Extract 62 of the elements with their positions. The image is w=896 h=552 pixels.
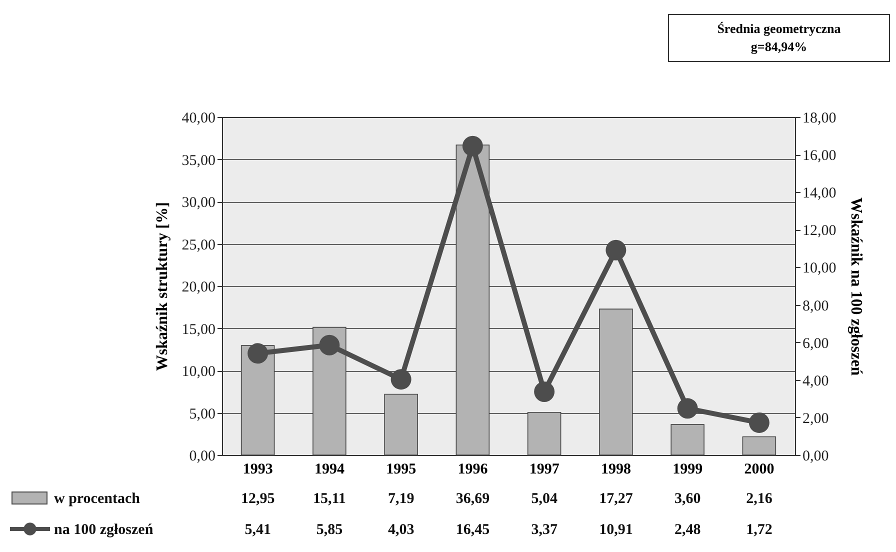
data-label: 17,27 [599,491,634,507]
point [319,334,340,356]
bar [384,394,418,456]
y-axis-title: Wskaźnik struktury [%] [154,202,171,371]
y2-tick-label: 0,00 [802,448,829,464]
data-label: 36,69 [456,491,490,507]
y2-tick-label: 6,00 [802,336,829,352]
point [606,240,626,260]
x-tick-label: 1997 [529,462,560,478]
y-tick-label: 20,00 [182,280,216,296]
data-label: 5,41 [244,522,271,538]
y-tick-label: 25,00 [182,237,216,254]
bar [742,436,776,456]
data-label: 5,04 [531,491,558,507]
legend-label: w procentach [54,491,141,507]
data-label: 15,11 [312,491,346,507]
point [677,398,698,419]
data-label: 16,45 [456,522,490,538]
bar [670,424,704,456]
data-label: 12,95 [240,491,275,507]
point [748,412,770,433]
x-tick-label: 2000 [744,462,774,478]
data-label: 2,48 [674,522,701,538]
y2-axis-title: Wskaźnik na 100 zgłoszeń [847,197,864,376]
y2-tick-label: 4,00 [802,373,829,390]
data-label: 5,85 [316,522,343,538]
point [248,343,268,364]
data-label: 10,91 [599,522,633,538]
data-label: 3,60 [674,491,701,507]
text: Średnia geometryczna [716,20,842,38]
y-tick-label: 15,00 [182,322,216,338]
x-tick-label: 1993 [242,462,273,478]
x-tick-label: 1998 [600,462,631,478]
y2-tick-label: 14,00 [802,186,836,202]
y-tick-label: 5,00 [189,406,216,422]
y-tick-label: 0,00 [189,448,216,464]
x-tick-label: 1999 [672,462,703,478]
bar [527,412,562,456]
x-tick-label: 1996 [458,462,488,478]
y2-tick-label: 12,00 [802,223,836,240]
x-tick-label: 1995 [386,462,416,478]
point [534,381,555,402]
y2-tick-label: 8,00 [802,298,829,314]
data-label: 4,03 [388,522,414,538]
data-label: 1,72 [746,522,772,538]
y-tick-label: 40,00 [182,110,216,126]
y2-tick-label: 16,00 [802,148,836,164]
x-tick-label: 1994 [314,462,345,478]
y-tick-label: 35,00 [182,152,216,169]
legend-label: na 100 zgłoszeń [54,522,154,538]
bar [599,308,633,456]
data-label: 2,16 [746,491,773,507]
y-tick-label: 30,00 [182,195,216,211]
data-label: 3,37 [531,522,558,538]
data-label: 7,19 [388,491,414,507]
point [462,136,483,156]
text: g=84,94% [750,38,808,56]
y2-tick-label: 10,00 [802,260,836,277]
point [390,369,412,390]
y-tick-label: 10,00 [182,364,216,380]
y2-tick-label: 2,00 [802,410,829,427]
y2-tick-label: 18,00 [802,110,836,126]
